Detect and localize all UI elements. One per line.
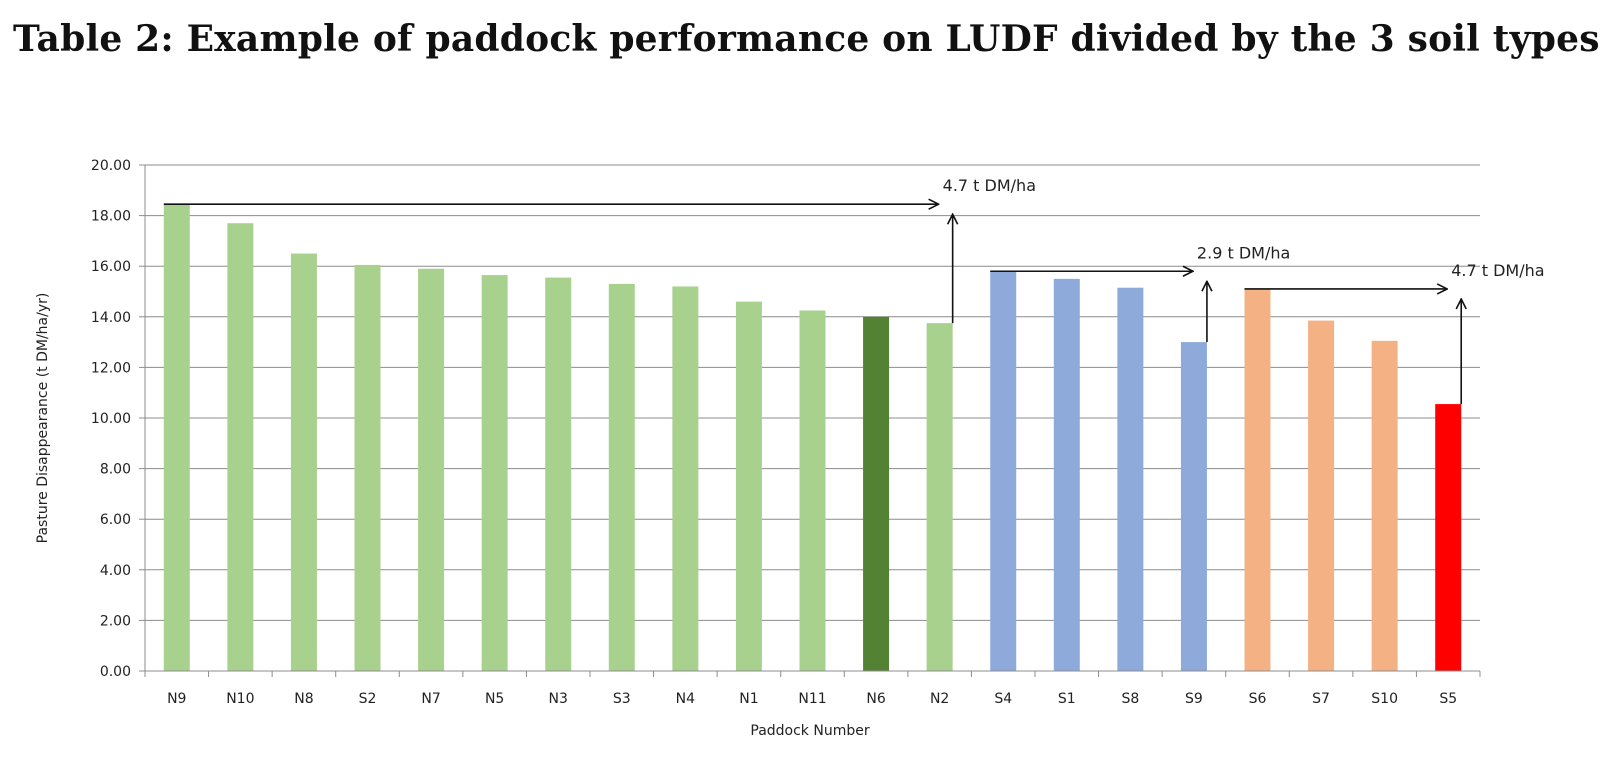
x-tick-label: N3: [549, 691, 568, 707]
bar-s10: [1371, 340, 1398, 671]
bar-n5: [481, 275, 508, 671]
bar-n2: [926, 323, 953, 671]
x-tick-label: S8: [1121, 691, 1139, 707]
y-tick-label: 4.00: [100, 563, 131, 579]
bar-s7: [1308, 320, 1335, 671]
x-axis-title: Paddock Number: [750, 723, 869, 739]
bar-s2: [354, 264, 381, 671]
x-tick-label: S1: [1058, 691, 1076, 707]
bar-n7: [418, 268, 445, 671]
bar-n4: [672, 286, 699, 671]
bar-s8: [1117, 287, 1144, 671]
x-tick-label: S6: [1249, 691, 1267, 707]
x-tick-label: N7: [421, 691, 440, 707]
annotation-label: 2.9 t DM/ha: [1197, 243, 1290, 262]
bar-series: [163, 204, 1462, 672]
bar-n11: [799, 310, 826, 671]
annotation-arrow-1: 4.7 t DM/ha: [163, 176, 1036, 324]
bar-n6: [863, 316, 890, 671]
bar-n10: [227, 223, 254, 671]
annotations: 4.7 t DM/ha 2.9 t DM/ha 4.7 t DM/ha: [163, 176, 1545, 405]
annotation-label: 4.7 t DM/ha: [943, 176, 1036, 195]
x-tick-label: S4: [994, 691, 1012, 707]
y-tick-label: 6.00: [100, 512, 131, 528]
y-tick-label: 18.00: [91, 209, 131, 225]
bar-n1: [735, 301, 762, 671]
x-tick-label: N5: [485, 691, 504, 707]
x-tick-label: N11: [798, 691, 826, 707]
x-tick-label: N1: [739, 691, 758, 707]
axes: 0.00 2.00 4.00 6.00 8.00 10.00 12.00 14.00 16.00…: [91, 158, 1481, 707]
bar-n8: [290, 253, 317, 672]
y-tick-label: 20.00: [91, 158, 131, 174]
bar-s6: [1244, 288, 1271, 671]
x-tick-label: N9: [167, 691, 186, 707]
x-tick-label: N8: [294, 691, 313, 707]
x-tick-label: N2: [930, 691, 949, 707]
x-tick-label: N4: [676, 691, 695, 707]
x-tick-label: N6: [866, 691, 885, 707]
page-title: Table 2: Example of paddock performance …: [13, 18, 1600, 60]
x-tick-label: S9: [1185, 691, 1203, 707]
y-tick-label: 16.00: [91, 259, 131, 275]
annotation-arrow-3: 4.7 t DM/ha: [1244, 261, 1545, 405]
annotation-arrow-2: 2.9 t DM/ha: [990, 243, 1290, 343]
x-tick-label: S10: [1371, 691, 1398, 707]
y-axis-title: Pasture Disappearance (t DM/ha/yr): [35, 293, 51, 544]
bar-s4: [990, 271, 1017, 671]
bar-s3: [608, 283, 635, 671]
x-tick-label: S2: [359, 691, 377, 707]
y-tick-label: 8.00: [100, 462, 131, 478]
x-tick-label: S5: [1439, 691, 1457, 707]
bar-n3: [545, 277, 572, 671]
x-tick-label: S7: [1312, 691, 1330, 707]
y-tick-label: 12.00: [91, 360, 131, 376]
y-tick-label: 2.00: [100, 613, 131, 629]
bar-s5: [1435, 404, 1462, 671]
y-tick-label: 14.00: [91, 310, 131, 326]
x-tick-label: S3: [613, 691, 631, 707]
x-tick-label: N10: [226, 691, 254, 707]
y-tick-label: 10.00: [91, 411, 131, 427]
bar-s9: [1180, 342, 1207, 671]
y-tick-label: 0.00: [100, 664, 131, 680]
bar-s1: [1053, 278, 1080, 671]
annotation-label: 4.7 t DM/ha: [1451, 261, 1544, 280]
bar-n9: [163, 204, 190, 671]
